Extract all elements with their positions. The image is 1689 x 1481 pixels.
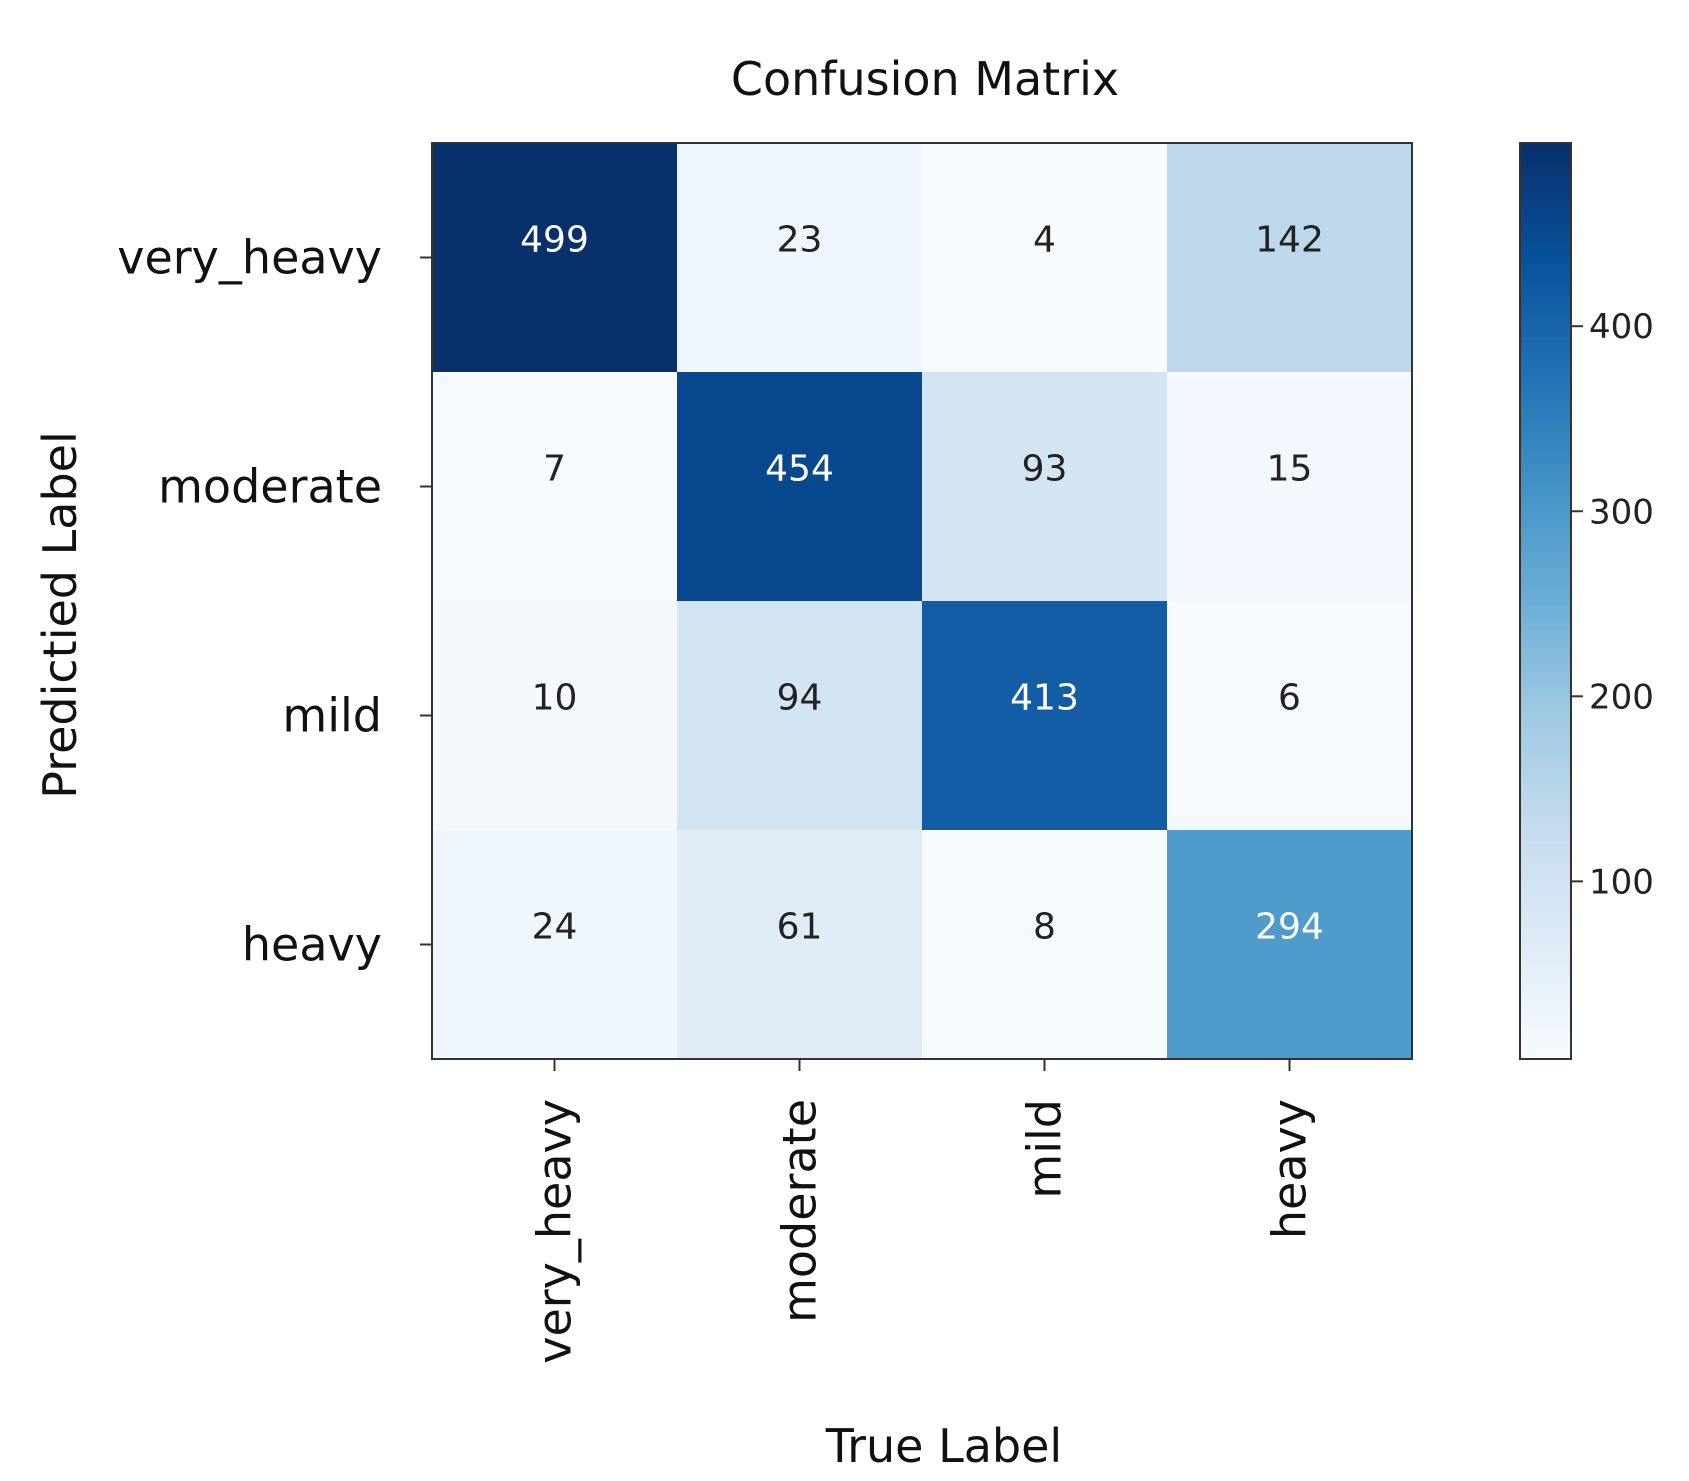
heatmap-cell (677, 601, 923, 831)
heatmap-cell-labels: 499 23 4 142 7 454 93 15 10 94 413 6 24 61 8 294 (520, 219, 1324, 947)
cell-value-label: 94 (777, 677, 823, 718)
x-axis-label: True Label (825, 1419, 1062, 1473)
cell-value-label: 142 (1255, 219, 1324, 260)
colorbar-tick-label: 200 (1589, 677, 1654, 717)
y-axis-ticks: very_heavy moderate mild heavy (117, 231, 432, 972)
cell-value-label: 454 (765, 448, 834, 489)
heatmap-cell (432, 372, 678, 602)
cell-value-label: 61 (777, 906, 823, 947)
cell-value-label: 23 (777, 219, 823, 260)
y-tick-label: mild (282, 689, 382, 743)
y-tick-label: moderate (158, 460, 382, 514)
cell-value-label: 93 (1022, 448, 1068, 489)
heatmap-frame (431, 142, 1413, 1060)
y-tick-label: heavy (242, 918, 382, 972)
heatmap-cell (1167, 143, 1413, 373)
heatmap-cell (677, 830, 923, 1060)
cell-value-label: 294 (1255, 906, 1324, 947)
cell-value-label: 4 (1033, 219, 1056, 260)
cell-value-label: 15 (1267, 448, 1313, 489)
heatmap-cell (1167, 830, 1413, 1060)
colorbar-ticks: 100 200 300 400 (1571, 307, 1654, 902)
x-tick-label: mild (1018, 1099, 1072, 1199)
colorbar-tick-label: 400 (1589, 307, 1654, 347)
cell-value-label: 8 (1033, 906, 1056, 947)
heatmap-cell (432, 601, 678, 831)
heatmap-cells (432, 143, 1413, 1060)
heatmap-cell (922, 601, 1168, 831)
x-tick-label: moderate (773, 1099, 827, 1323)
x-axis-ticks: very_heavy moderate mild heavy (528, 1059, 1317, 1364)
cell-value-label: 413 (1010, 677, 1079, 718)
heatmap-cell (1167, 372, 1413, 602)
x-tick-label: very_heavy (528, 1099, 582, 1364)
cell-value-label: 499 (520, 219, 589, 260)
colorbar-tick-label: 300 (1589, 492, 1654, 532)
cell-value-label: 24 (532, 906, 578, 947)
y-tick-label: very_heavy (117, 231, 382, 285)
heatmap-cell (922, 143, 1168, 373)
cell-value-label: 7 (543, 448, 566, 489)
chart-title: Confusion Matrix (731, 52, 1119, 106)
heatmap-cell (677, 143, 923, 373)
colorbar-tick-label: 100 (1589, 862, 1654, 902)
heatmap-cell (922, 830, 1168, 1060)
heatmap-cell (922, 372, 1168, 602)
y-axis-label: Predictied Label (33, 431, 87, 798)
heatmap-cell (432, 143, 678, 373)
colorbar (1519, 142, 1572, 1060)
cell-value-label: 10 (532, 677, 578, 718)
cell-value-label: 6 (1278, 677, 1301, 718)
heatmap-cell (1167, 601, 1413, 831)
x-tick-label: heavy (1263, 1099, 1317, 1239)
heatmap-cell (677, 372, 923, 602)
heatmap-cell (432, 830, 678, 1060)
